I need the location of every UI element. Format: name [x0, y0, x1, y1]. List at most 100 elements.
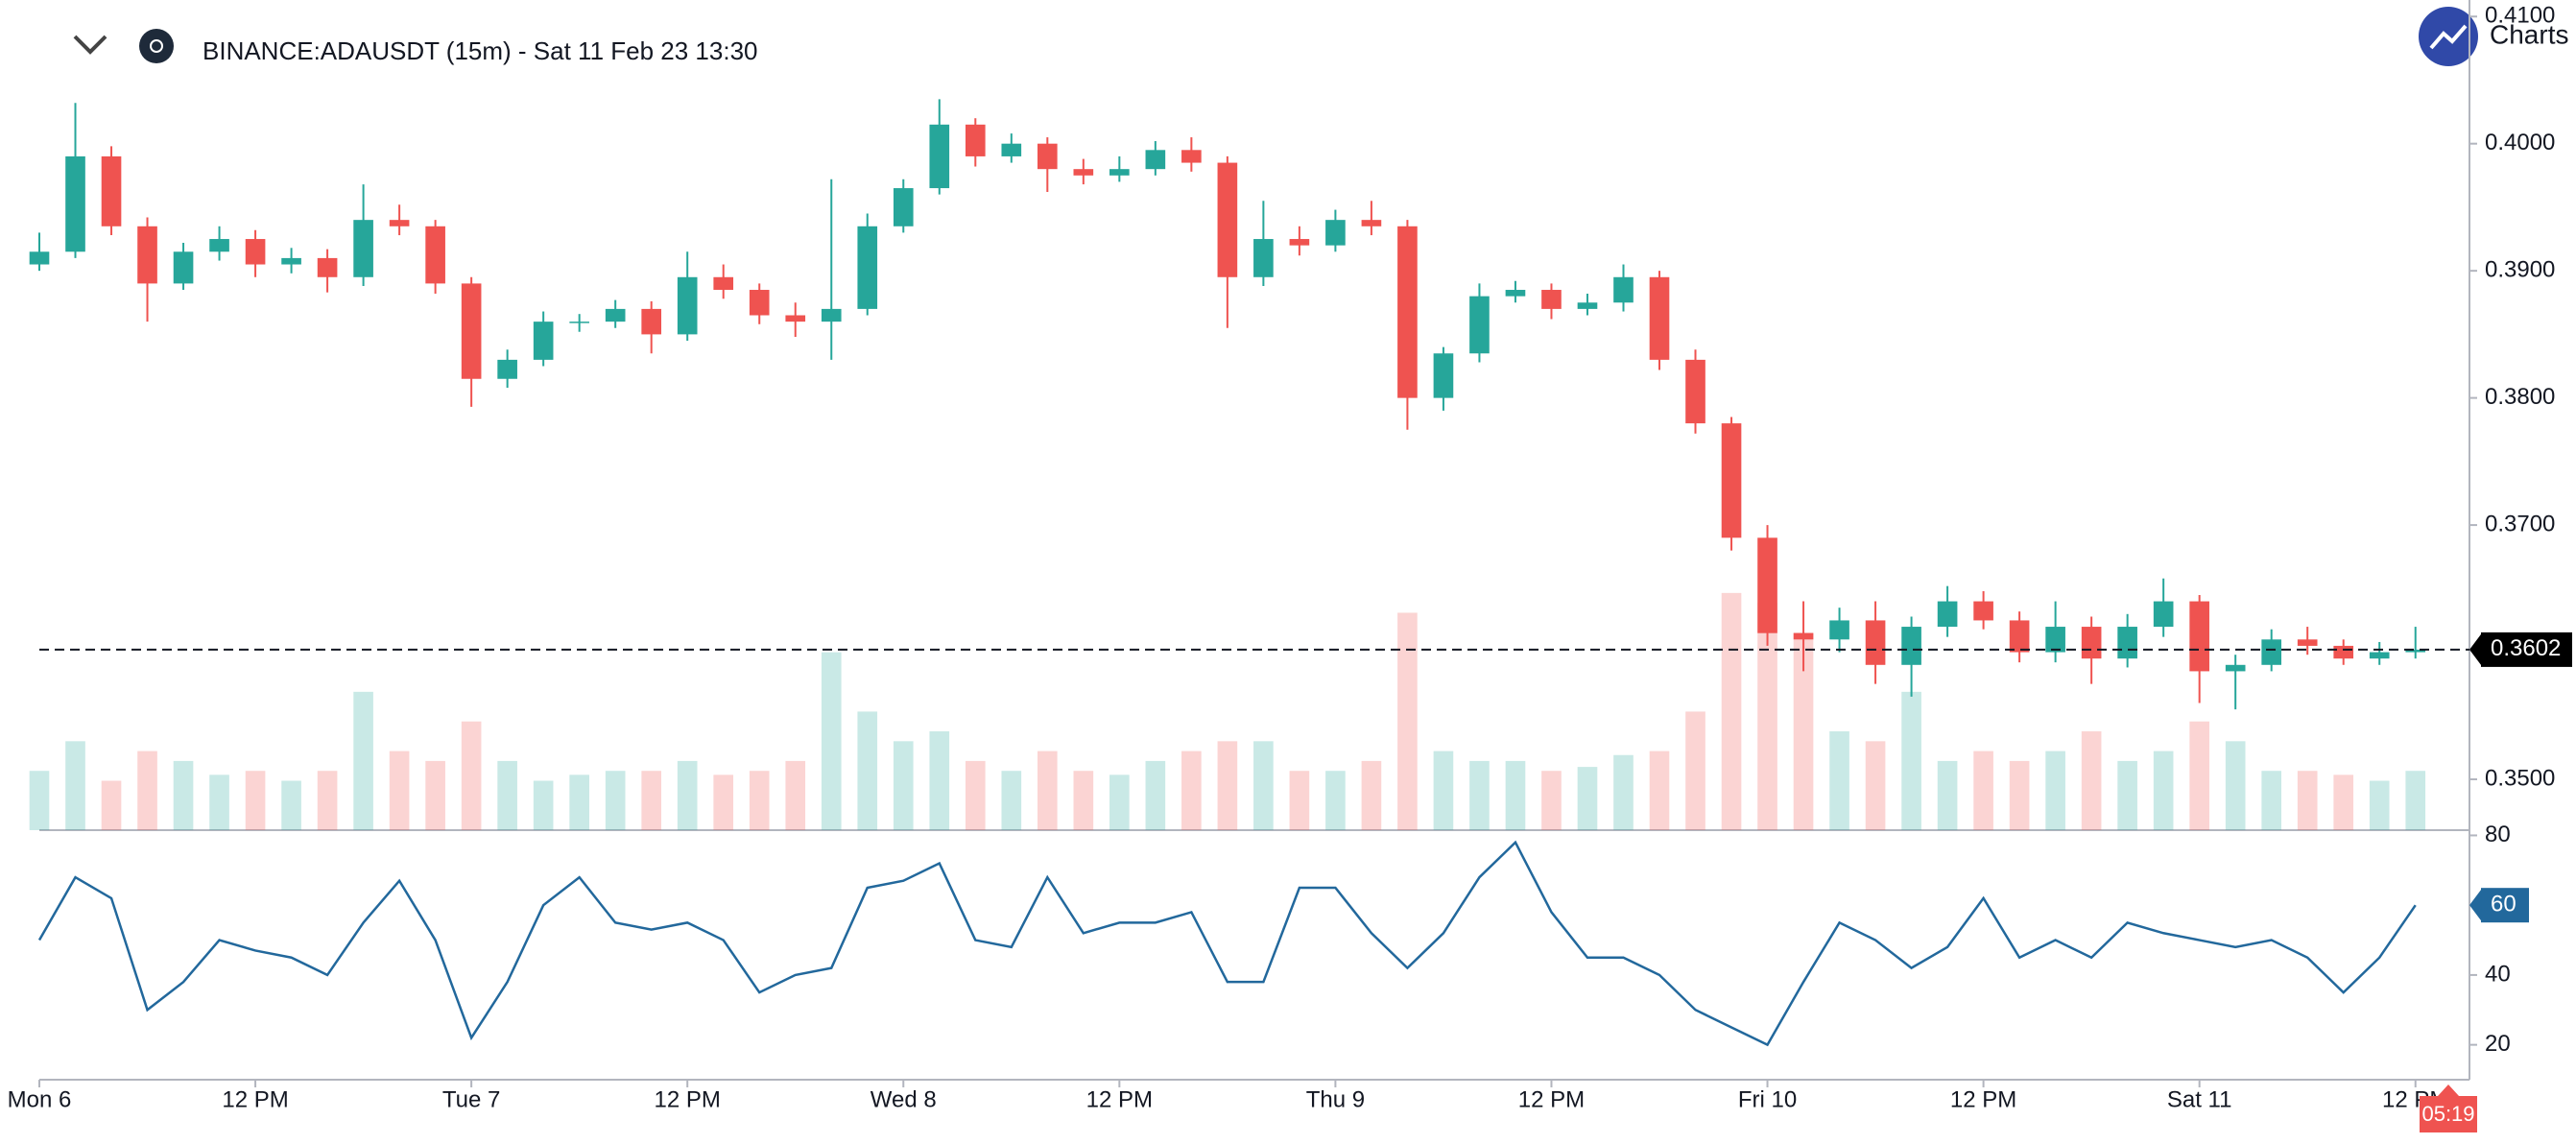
- volume-bar: [641, 771, 662, 830]
- x-tick-label: Fri 10: [1738, 1086, 1797, 1112]
- x-tick-label: 12 PM: [222, 1086, 288, 1112]
- brand-logo-arrow: [2429, 24, 2468, 50]
- y-tick-label: 0.3500: [2485, 765, 2555, 791]
- indicator-label-box: [2481, 888, 2529, 923]
- volume-bar: [425, 760, 445, 830]
- volume-bar: [1865, 741, 1886, 830]
- volume-bar: [1685, 711, 1705, 830]
- volume-bar: [209, 775, 229, 830]
- price-label: 0.3602: [2491, 635, 2561, 661]
- candle-body: [317, 257, 338, 277]
- volume-bar: [713, 775, 734, 830]
- y-tick-label: 0.3900: [2485, 256, 2555, 282]
- candle-body: [1433, 353, 1454, 398]
- volume-bar: [353, 691, 373, 830]
- indicator-label: 60: [2491, 892, 2516, 918]
- y-tick-label: 0.4000: [2485, 130, 2555, 155]
- candle-body: [497, 359, 517, 379]
- volume-bar: [1325, 771, 1346, 830]
- candle-body: [1325, 220, 1346, 246]
- candle-body: [1577, 302, 1598, 309]
- volume-bar: [2261, 771, 2282, 830]
- volume-bar: [677, 760, 698, 830]
- y-tick-label: 0.3700: [2485, 511, 2555, 536]
- candle-body: [353, 220, 373, 277]
- volume-bar: [533, 780, 554, 830]
- volume-bar: [1433, 751, 1454, 830]
- collapse-chevron[interactable]: [73, 35, 107, 55]
- candle-body: [65, 155, 85, 252]
- volume-bar: [1973, 751, 1993, 830]
- coin-icon-mark: [150, 39, 163, 53]
- volume-bar: [2045, 751, 2065, 830]
- volume-bar: [2369, 780, 2390, 830]
- volume-bar: [281, 780, 301, 830]
- candle-body: [1793, 632, 1814, 640]
- candle-body: [2009, 620, 2030, 653]
- volume-bar: [569, 775, 589, 830]
- candle-body: [1397, 226, 1418, 398]
- candle-body: [2333, 645, 2354, 659]
- volume-bar: [2405, 771, 2426, 830]
- volume-bar: [173, 760, 194, 830]
- x-tick-label: Tue 7: [442, 1086, 500, 1112]
- candle-body: [2369, 652, 2390, 659]
- volume-bar: [101, 780, 122, 830]
- candle-body: [2153, 601, 2174, 628]
- volume-bar: [1613, 754, 1634, 830]
- volume-bar: [461, 721, 482, 830]
- indicator-line: [37, 840, 2417, 1047]
- candle-body: [2225, 664, 2246, 672]
- volume-bar: [1217, 741, 1238, 830]
- volume-bar: [2189, 721, 2209, 830]
- volume-bar: [1541, 771, 1562, 830]
- y-tick-label: 80: [2485, 822, 2511, 847]
- countdown: 05:19: [2421, 1102, 2474, 1126]
- candle-body: [173, 251, 194, 284]
- candle-body: [2261, 639, 2282, 665]
- y-tick-label: 20: [2485, 1031, 2511, 1057]
- candle-body: [2189, 601, 2209, 672]
- candle-body: [569, 322, 589, 323]
- brand-name: Charts: [2490, 19, 2568, 49]
- candle-body: [1037, 143, 1058, 170]
- y-tick-label: 0.4100: [2485, 3, 2555, 29]
- indicator-label-pointer: [2469, 890, 2481, 921]
- x-tick-label: Thu 9: [1306, 1086, 1365, 1112]
- volume-bar: [1397, 612, 1418, 830]
- candle-body: [821, 308, 842, 322]
- candle-body: [101, 155, 122, 226]
- volume-bar: [1361, 760, 1382, 830]
- volume-bar: [1793, 632, 1814, 830]
- candle-body: [1109, 169, 1130, 176]
- candle-body: [245, 239, 266, 265]
- candle-body: [929, 124, 950, 189]
- volume-bar: [785, 760, 806, 830]
- volume-bar: [2009, 760, 2030, 830]
- candle-body: [1649, 276, 1670, 360]
- candle-body: [29, 251, 50, 265]
- candle-body: [1289, 239, 1310, 246]
- volume-bar: [821, 652, 842, 830]
- candle-body: [1937, 601, 1958, 628]
- volume-bar: [1469, 760, 1490, 830]
- price-label-pointer: [2469, 633, 2481, 665]
- candle-body: [1901, 627, 1921, 665]
- y-tick-label: 0.3800: [2485, 384, 2555, 410]
- candle-body: [677, 276, 698, 335]
- candle-body: [1973, 601, 1993, 621]
- volume-bar: [1829, 731, 1849, 830]
- candle-body: [137, 226, 157, 284]
- volume-bar: [2081, 731, 2102, 830]
- countdown-box: [2420, 1096, 2477, 1132]
- candle-body: [425, 226, 445, 284]
- volume-bar: [2225, 741, 2246, 830]
- candle-body: [533, 322, 554, 360]
- volume-bar: [2333, 775, 2354, 830]
- volume-bar: [605, 771, 626, 830]
- volume-bar: [1109, 775, 1130, 830]
- coin-icon: [139, 29, 174, 63]
